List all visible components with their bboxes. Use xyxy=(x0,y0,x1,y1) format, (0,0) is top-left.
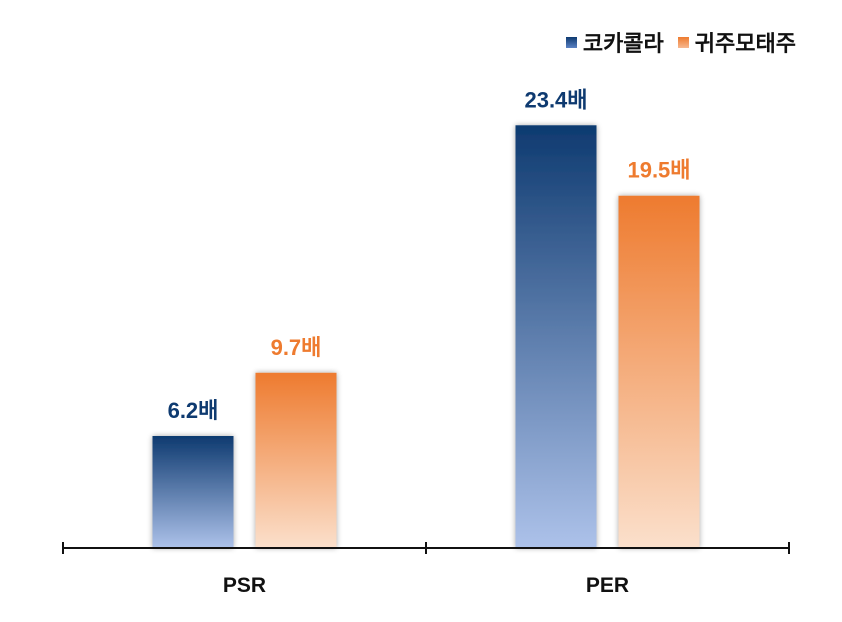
bar-psr-series-2 xyxy=(255,372,337,548)
bar-per-series-2 xyxy=(618,195,700,548)
legend-label-series-1: 코카콜라 xyxy=(582,32,664,57)
data-label-per-series-1: 23.4배 xyxy=(524,87,587,112)
legend-item-series-1: 코카콜라 xyxy=(565,26,664,58)
x-axis xyxy=(62,542,790,554)
chart-legend: 코카콜라 귀주모태주 xyxy=(565,26,796,58)
legend-swatch-series-2 xyxy=(677,36,689,48)
legend-swatch-series-1 xyxy=(565,36,577,48)
labels-group: 6.2배 9.7배 PSR 23.4배 19.5배 PER xyxy=(168,87,691,597)
data-label-per-series-2: 19.5배 xyxy=(627,158,690,183)
bar-psr-series-1 xyxy=(152,436,234,548)
bars-group xyxy=(152,125,700,549)
legend-label-series-2: 귀주모태주 xyxy=(694,32,796,57)
data-label-psr-series-2: 9.7배 xyxy=(271,335,322,360)
bar-per-series-1 xyxy=(515,125,597,549)
data-label-psr-series-1: 6.2배 xyxy=(168,398,219,423)
category-label-per: PER xyxy=(586,574,629,597)
category-label-psr: PSR xyxy=(223,574,266,597)
legend-item-series-2: 귀주모태주 xyxy=(677,26,796,58)
